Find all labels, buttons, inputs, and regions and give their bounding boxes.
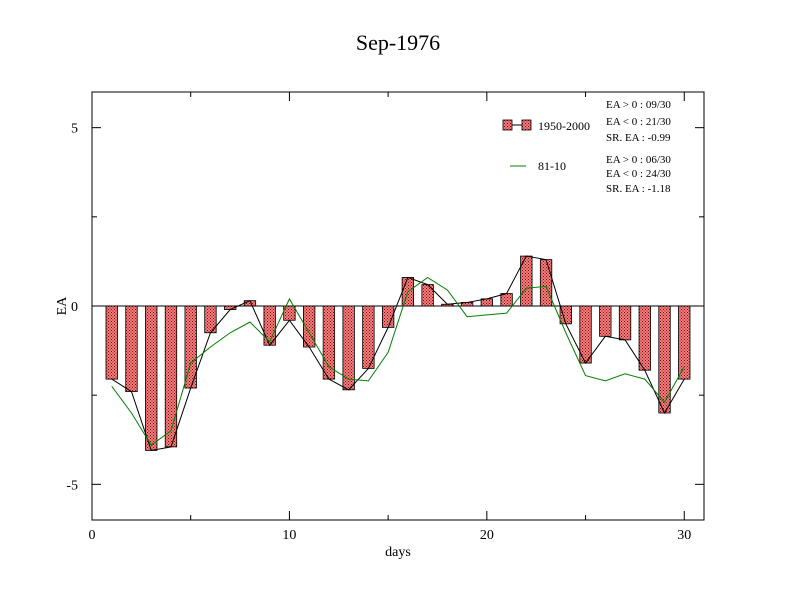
bar: [125, 305, 138, 392]
stat-annotation: EA < 0 : 21/30: [606, 116, 671, 128]
stat-annotation: SR. EA : -1.18: [606, 183, 671, 195]
series-line-81-10: [111, 276, 685, 446]
bar: [559, 305, 572, 325]
stat-annotation: SR. EA : -0.99: [606, 132, 671, 144]
stat-annotation: EA > 0 : 09/30: [606, 99, 671, 111]
x-tick-label: 10: [282, 528, 296, 543]
bar: [421, 284, 434, 307]
bar: [145, 305, 158, 451]
bar-series: [105, 255, 691, 451]
bar: [322, 305, 336, 380]
legend-label-1950-2000: 1950-2000: [538, 119, 590, 133]
legend-bar-swatch-1: [502, 119, 513, 131]
bar: [500, 293, 513, 307]
y-tick-label: 5: [71, 122, 78, 137]
bar: [105, 305, 118, 380]
line-series: [111, 255, 685, 452]
stat-annotation: EA > 0 : 06/30: [606, 154, 671, 166]
bar: [638, 305, 651, 371]
legend-label-81-10: 81-10: [538, 159, 566, 173]
y-axis-label: EA: [55, 296, 70, 316]
legend-bar-swatch-2: [521, 119, 532, 131]
bar: [599, 305, 612, 337]
x-tick-label: 30: [677, 528, 691, 543]
bar: [618, 305, 632, 341]
x-tick-label: 0: [89, 528, 96, 543]
bar: [539, 259, 553, 307]
bar-series-line: [111, 255, 685, 452]
y-tick-label: 0: [71, 300, 78, 315]
bar: [164, 305, 178, 448]
stat-annotation: EA < 0 : 24/30: [606, 168, 671, 180]
legend: 1950-2000 81-10 EA > 0 : 09/30 EA < 0 : …: [502, 99, 671, 195]
y-tick-label: -5: [66, 478, 78, 493]
bar: [342, 305, 355, 391]
x-axis-label: days: [385, 545, 411, 560]
chart-title: Sep-1976: [356, 30, 440, 55]
x-tick-label: 20: [480, 528, 494, 543]
bar: [678, 305, 691, 380]
